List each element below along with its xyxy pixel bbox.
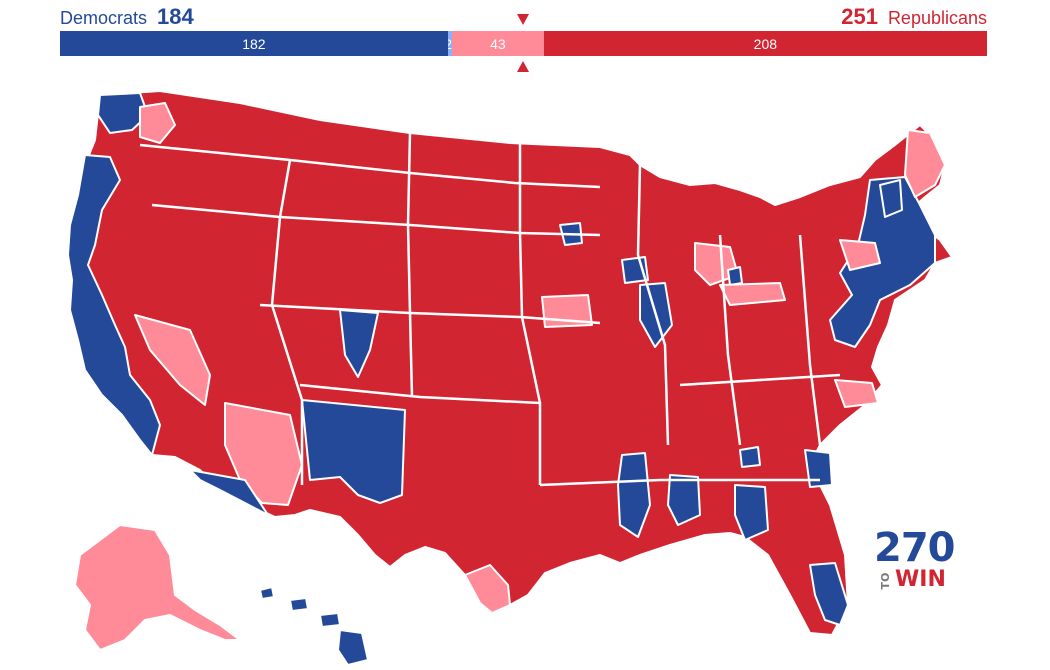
vermont-district[interactable] (879, 179, 903, 218)
lean-democrat-count: 2 (447, 35, 453, 52)
alaska-district[interactable] (74, 524, 241, 651)
state-boundaries (139, 132, 841, 487)
hawaii-island-kauai[interactable] (259, 586, 275, 600)
logo-to: TO (879, 572, 892, 590)
safe-democrat-count: 182 (242, 35, 266, 52)
hawaii-island-oahu[interactable] (289, 597, 309, 612)
safe-republican-segment[interactable]: 208 (543, 31, 987, 56)
header-row: Democrats 184 251 Republicans (60, 0, 987, 30)
virginia-lean-districts[interactable] (834, 379, 879, 408)
new-mexico-districts[interactable] (301, 399, 406, 504)
majority-marker-bottom-icon (517, 61, 529, 72)
us-district-map[interactable] (40, 85, 1000, 670)
democrats-label: Democrats (60, 8, 148, 28)
colorado-blue-districts[interactable] (339, 309, 379, 378)
washington-coast-districts[interactable] (97, 92, 149, 134)
republicans-total: 251 (841, 4, 878, 29)
lean-democrat-segment[interactable]: 2 (447, 31, 453, 56)
logo-number: 270 (874, 525, 955, 571)
hawaii-island-maui[interactable] (319, 612, 341, 628)
pacific-coast-districts[interactable] (67, 154, 161, 456)
mississippi-delta-districts[interactable] (617, 452, 651, 538)
nevada-lean-district[interactable] (134, 314, 211, 406)
republicans-label: Republicans (887, 8, 987, 28)
270towin-logo: 270 TO WIN (874, 525, 955, 592)
republicans-summary: 251 Republicans (841, 4, 987, 30)
detroit-districts[interactable] (727, 266, 743, 286)
democrats-summary: Democrats 184 (60, 4, 194, 30)
majority-marker-top-icon (517, 14, 529, 25)
alabama-blue-district[interactable] (667, 474, 701, 526)
maine-lean-districts[interactable] (904, 129, 946, 198)
new-york-lean-districts[interactable] (839, 239, 881, 271)
seat-count-bar: 182 2 43 208 (60, 31, 987, 56)
safe-republican-count: 208 (753, 35, 778, 52)
lean-republican-count: 43 (490, 35, 506, 52)
safe-democrat-segment[interactable]: 182 (60, 31, 448, 56)
georgia-blue-districts[interactable] (734, 484, 769, 541)
atlanta-districts[interactable] (739, 446, 761, 468)
south-texas-lean-districts[interactable] (464, 564, 511, 614)
pennsylvania-lean-districts[interactable] (719, 282, 786, 306)
florida-blue-districts[interactable] (809, 562, 849, 626)
hawaii-island-big-island[interactable] (337, 629, 369, 666)
south-carolina-blue-district[interactable] (804, 449, 833, 488)
east-washington-lean-district[interactable] (139, 102, 176, 144)
logo-win: WIN (895, 567, 946, 592)
lean-republican-segment[interactable]: 43 (452, 31, 544, 56)
democrats-total: 184 (157, 4, 194, 29)
arizona-south-districts[interactable] (189, 469, 269, 516)
